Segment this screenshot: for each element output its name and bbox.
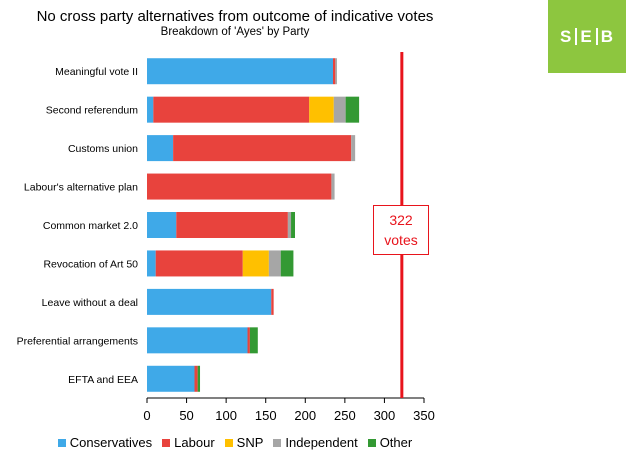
logo-letter-b: B (600, 26, 614, 46)
category-label: Labour's alternative plan (24, 182, 138, 194)
bar-segment-other (345, 96, 360, 123)
bar-segment-independent (331, 173, 335, 200)
bar-segment-other (249, 327, 258, 354)
x-tick-label: 0 (143, 408, 150, 423)
threshold-label: 322 votes (373, 205, 429, 255)
threshold-value: 322 (389, 212, 413, 228)
category-label: Second referendum (46, 105, 138, 117)
bar-segment-labour (176, 212, 288, 238)
category-label: Preferential arrangements (17, 335, 138, 347)
bar-segment-independent (335, 58, 337, 85)
bar-segment-independent (268, 250, 281, 277)
seb-logo: S E B (548, 0, 626, 73)
legend-item-independent: Independent (273, 435, 358, 450)
category-label: Customs union (68, 143, 138, 155)
category-label: Common market 2.0 (43, 220, 138, 232)
bar-segment-conservatives (147, 365, 195, 392)
bar-segment-conservatives (147, 212, 177, 238)
x-tick-label: 100 (215, 408, 237, 423)
bar-segment-labour (155, 250, 243, 277)
threshold-unit: votes (384, 232, 418, 248)
x-tick-label: 50 (179, 408, 193, 423)
legend-item-labour: Labour (162, 435, 215, 450)
bar-segment-other (280, 250, 294, 277)
chart-subtitle: Breakdown of 'Ayes' by Party (160, 26, 310, 38)
legend-item-snp: SNP (224, 435, 264, 450)
legend-swatch (57, 438, 66, 447)
legend-label: Conservatives (69, 435, 153, 450)
bar-segment-labour (271, 288, 274, 315)
bar-segment-labour (147, 173, 332, 200)
legend-label: Independent (285, 435, 358, 450)
legend-item-conservatives: Conservatives (57, 435, 153, 450)
legend-swatch (273, 438, 282, 447)
bar-segment-conservatives (147, 250, 156, 277)
bar-segment-labour (153, 96, 310, 123)
bar-segment-conservatives (147, 96, 154, 123)
category-label: Revocation of Art 50 (43, 258, 138, 270)
bar-segment-independent (351, 135, 356, 162)
bar-segment-conservatives (147, 58, 333, 85)
bar-segment-other (291, 212, 295, 238)
x-tick-label: 300 (374, 408, 396, 423)
bar-segment-labour (173, 135, 352, 162)
x-tick-label: 150 (255, 408, 277, 423)
legend-label: Other (379, 435, 413, 450)
category-label: EFTA and EEA (68, 374, 138, 386)
bar-segment-independent (287, 212, 292, 238)
x-tick-label: 350 (413, 408, 435, 423)
legend-label: SNP (236, 435, 264, 450)
bar-segment-snp (309, 96, 334, 123)
legend-swatch (367, 438, 376, 447)
bar-segment-snp (242, 250, 269, 277)
chart-title: No cross party alternatives from outcome… (36, 8, 434, 25)
x-tick-label: 250 (334, 408, 356, 423)
legend-item-other: Other (367, 435, 413, 450)
bar-segment-other (197, 365, 201, 392)
category-label: Meaningful vote II (55, 66, 138, 78)
logo-letter-e: E (580, 26, 593, 46)
bar-segment-conservatives (147, 135, 174, 162)
legend: Conservatives Labour SNP Independent Other (0, 435, 470, 450)
category-label: Leave without a deal (42, 297, 138, 309)
bar-segment-independent (333, 96, 346, 123)
bar-segment-labour (247, 327, 250, 354)
bar-segment-labour (332, 58, 336, 85)
legend-label: Labour (174, 435, 215, 450)
legend-swatch (224, 438, 233, 447)
legend-swatch (162, 438, 171, 447)
bar-segment-conservatives (147, 327, 248, 354)
x-tick-label: 200 (294, 408, 316, 423)
logo-letter-s: S (560, 26, 573, 46)
bar-segment-conservatives (147, 288, 272, 315)
bar-segment-labour (194, 365, 198, 392)
